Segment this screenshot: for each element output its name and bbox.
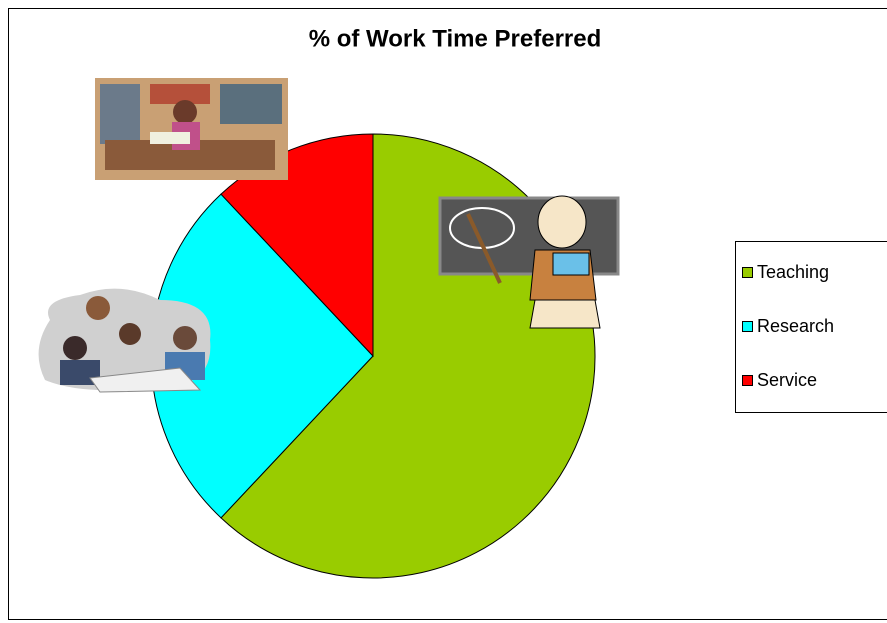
meeting-clipart: [39, 289, 211, 392]
legend-swatch: [743, 322, 753, 332]
legend-label: Research: [757, 316, 834, 336]
legend-label: Service: [757, 370, 817, 390]
legend-swatch: [743, 376, 753, 386]
legend-label: Teaching: [757, 262, 829, 282]
page: {"chart_data": {"type": "pie", "title": …: [0, 0, 887, 623]
library-clipart: [95, 78, 288, 180]
chart-title: % of Work Time Preferred: [309, 25, 602, 52]
legend-swatch: [743, 268, 753, 278]
chart: % of Work Time Preferred Teaching Researc…: [0, 0, 887, 623]
